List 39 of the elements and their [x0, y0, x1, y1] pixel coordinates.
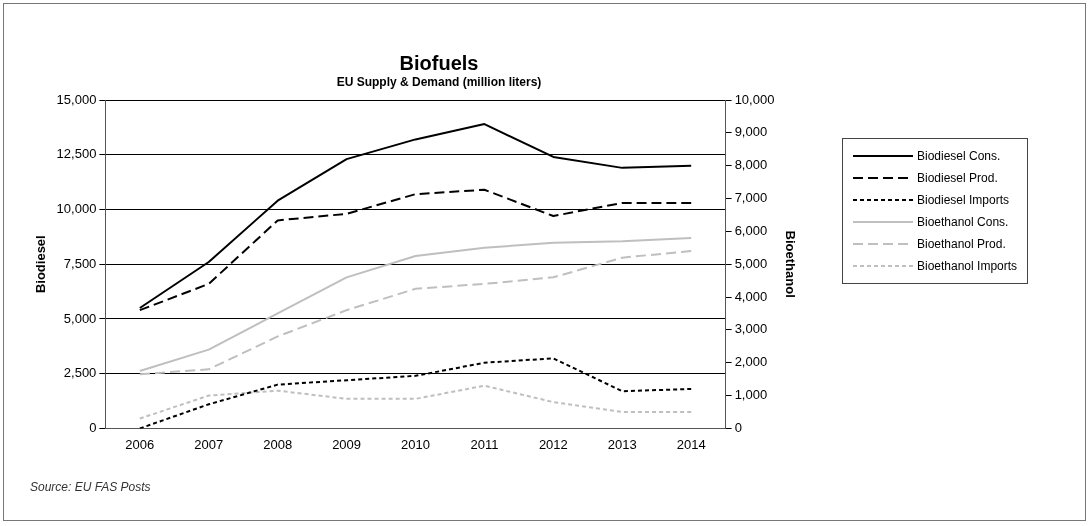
y2-tick-label: 7,000 [734, 190, 768, 206]
y-tick-label: 12,500 [56, 146, 97, 162]
y-tick-label: 5,000 [63, 310, 97, 326]
y2-tick-label: 2,000 [734, 354, 768, 370]
x-tick-label: 2011 [470, 436, 499, 452]
y2-tick-label: 10,000 [734, 91, 775, 107]
legend-label: Bioethanol Prod. [917, 237, 1006, 251]
y-tick-label: 10,000 [56, 201, 97, 217]
chart-subtitle: EU Supply & Demand (million liters) [335, 75, 543, 89]
x-tick-label: 2008 [263, 436, 293, 452]
y-tick-label: 7,500 [63, 255, 97, 271]
x-tick-label: 2010 [401, 436, 430, 452]
y2-tick-label: 4,000 [734, 288, 768, 304]
y2-tick-label: 9,000 [734, 124, 768, 140]
y2-tick-label: 8,000 [734, 157, 768, 173]
y-tick-label: 0 [89, 419, 97, 435]
y-tick-label: 15,000 [56, 91, 97, 107]
chart-title: Biofuels [398, 52, 480, 75]
legend-label: Bioethanol Imports [917, 259, 1018, 273]
y2-tick-label: 0 [734, 419, 742, 435]
y2-tick-label: 5,000 [734, 255, 768, 271]
legend-label: Biodiesel Prod. [917, 171, 998, 185]
y-tick-label: 2,500 [63, 365, 97, 381]
source-note: Source: EU FAS Posts [30, 480, 151, 494]
y-axis-title: Biodiesel [33, 235, 49, 294]
legend-label: Biodiesel Imports [917, 193, 1010, 207]
y2-tick-label: 1,000 [734, 387, 768, 403]
line-series [138, 384, 693, 420]
x-tick-label: 2007 [194, 436, 224, 452]
x-tick-label: 2006 [125, 436, 155, 452]
x-tick-label: 2014 [676, 436, 706, 452]
x-tick-label: 2012 [538, 436, 568, 452]
y2-tick-label: 6,000 [734, 222, 768, 238]
x-tick-label: 2009 [332, 436, 362, 452]
legend-label: Bioethanol Cons. [917, 215, 1009, 229]
y2-tick-label: 3,000 [734, 321, 768, 337]
x-tick-label: 2013 [607, 436, 637, 452]
legend-label: Biodiesel Cons. [917, 149, 1001, 163]
y2-axis-title: Bioethanol [782, 230, 798, 298]
